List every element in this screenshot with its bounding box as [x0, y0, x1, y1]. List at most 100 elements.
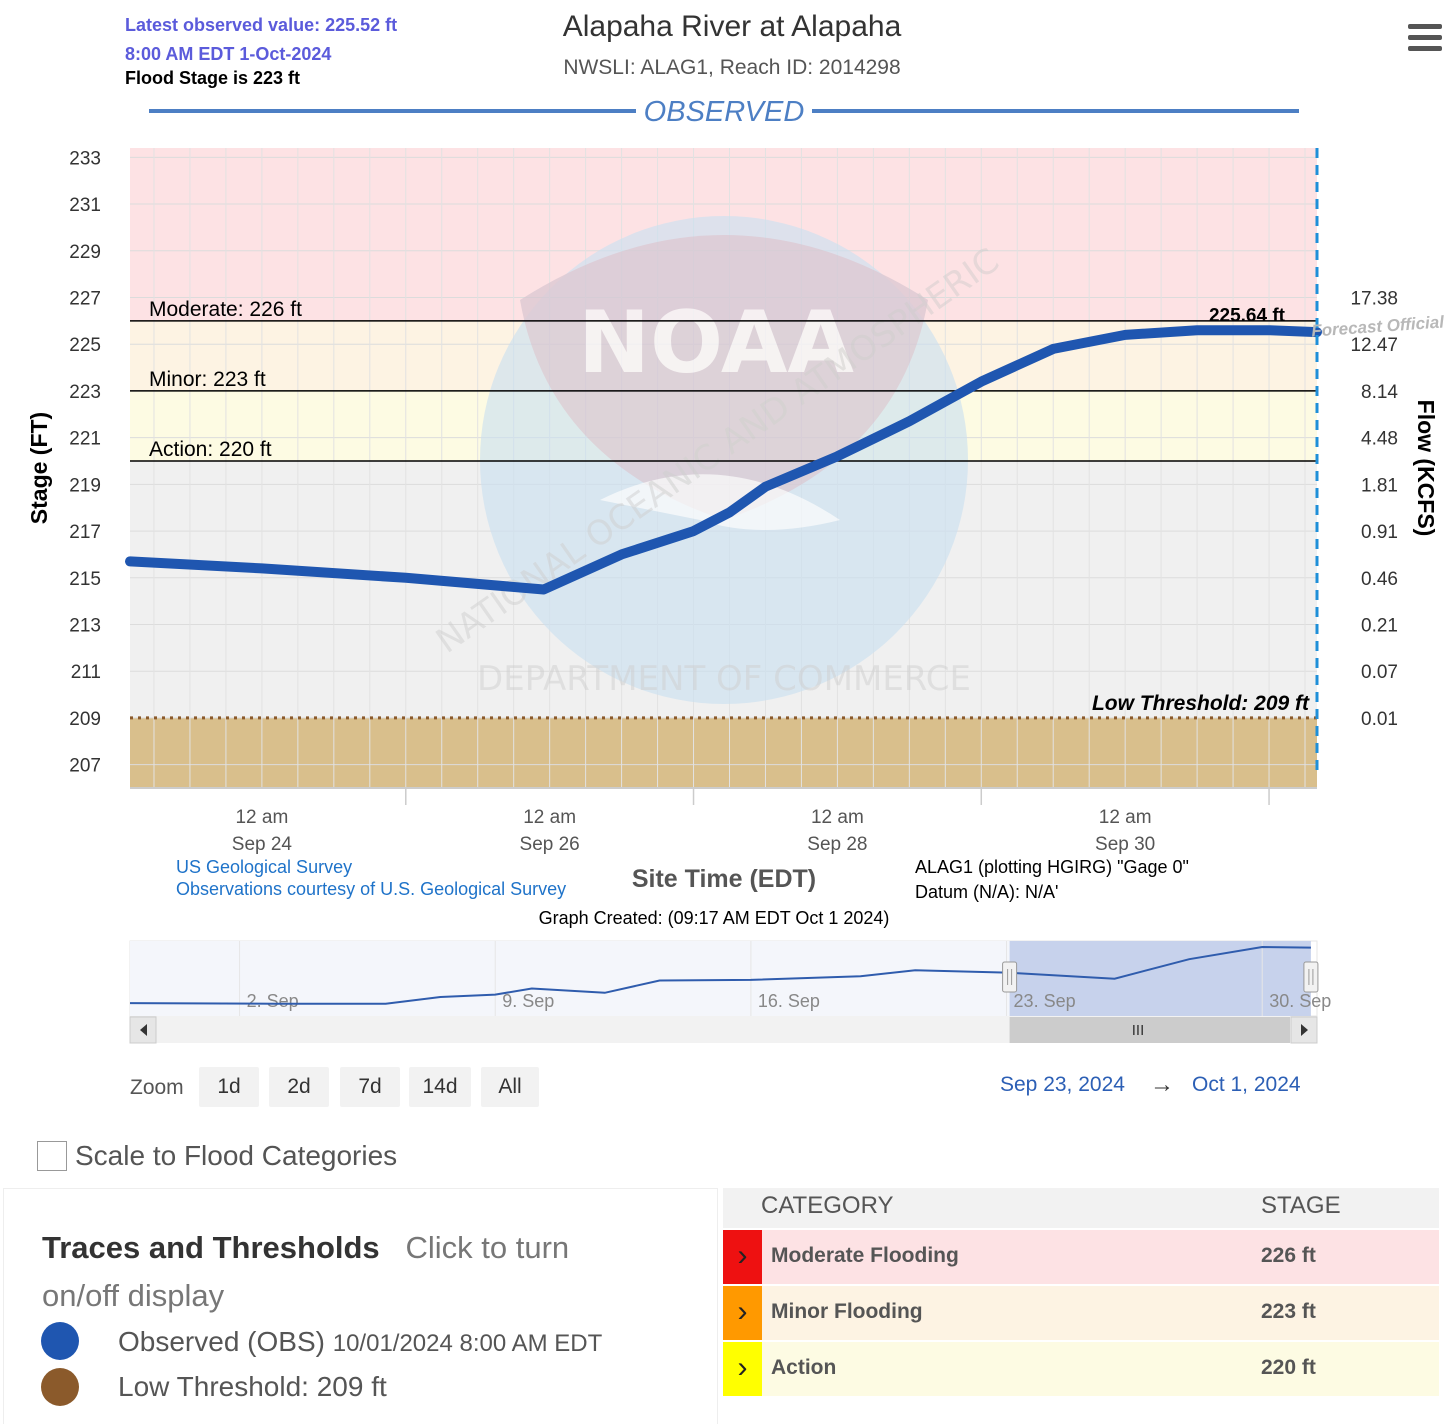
chevron-right-icon[interactable]: › — [723, 1286, 762, 1340]
y2-tick-label: 0.46 — [1361, 569, 1398, 590]
x-tick-date: Sep 24 — [232, 834, 293, 855]
y-tick-label: 231 — [69, 195, 101, 216]
category-name: Action — [771, 1356, 837, 1379]
y-tick-label: 213 — [69, 615, 101, 636]
navigator-label: 16. Sep — [758, 991, 820, 1011]
datum-line-2: Datum (N/A): N/A' — [915, 882, 1059, 902]
y-tick-label: 221 — [69, 429, 101, 450]
datum-note: ALAG1 (plotting HGIRG) "Gage 0" Datum (N… — [915, 855, 1189, 905]
y2-tick-label: 12.47 — [1350, 335, 1398, 356]
low-threshold-label: Low Threshold: 209 ft — [1092, 692, 1310, 715]
max-value-label: 225.64 ft — [1209, 305, 1286, 326]
scale-to-flood-categories-checkbox[interactable] — [37, 1141, 67, 1171]
range-arrow: → — [1150, 1071, 1174, 1098]
low-threshold-legend-dot-icon[interactable] — [41, 1368, 79, 1406]
legend-title: Traces and Thresholds — [42, 1230, 380, 1265]
legend-observed-label: Observed (OBS) — [118, 1326, 325, 1357]
category-row-moderate[interactable]: › Moderate Flooding 226 ft — [723, 1228, 1439, 1284]
scroll-right-arrow-icon — [1301, 1024, 1308, 1036]
navigator-selection[interactable] — [1009, 941, 1311, 1016]
y2-tick-label: 0.01 — [1361, 709, 1398, 730]
category-row-action[interactable]: › Action 220 ft — [723, 1340, 1439, 1396]
scrollbar-grip-icon: III — [1132, 1022, 1145, 1039]
category-name: Moderate Flooding — [771, 1244, 959, 1267]
chevron-right-icon[interactable]: › — [723, 1342, 762, 1396]
y2-tick-label: 1.81 — [1361, 475, 1398, 496]
threshold-lines: Low Threshold: 209 ft Moderate: 226 ft Min… — [130, 298, 1317, 720]
y-tick-label: 229 — [69, 242, 101, 263]
navigator-left-handle[interactable] — [1002, 961, 1018, 993]
zoom-all-button[interactable]: All — [481, 1067, 539, 1107]
zoom-1d-button[interactable]: 1d — [199, 1067, 259, 1107]
y-tick-label: 217 — [69, 522, 101, 543]
y2-tick-label: 8.14 — [1361, 382, 1398, 403]
graph-created-note: Graph Created: (09:17 AM EDT Oct 1 2024) — [538, 908, 890, 928]
x-tick-time: 12 am — [811, 807, 864, 828]
x-tick-date: Sep 26 — [520, 834, 580, 855]
legend-observed-detail: 10/01/2024 8:00 AM EDT — [332, 1330, 603, 1357]
observed-series[interactable]: 225.64 ft — [125, 305, 1322, 595]
observed-line[interactable] — [125, 325, 1322, 595]
category-stage: 223 ft — [1261, 1300, 1316, 1323]
svg-text:NOAA: NOAA — [578, 293, 854, 393]
traces-thresholds-panel — [3, 1188, 718, 1424]
category-name: Minor Flooding — [771, 1300, 923, 1323]
latest-observed-info: Latest observed value: 225.52 ft 8:00 AM… — [125, 11, 397, 69]
navigator-right-handle[interactable] — [1303, 961, 1319, 993]
y2-tick-label: 17.38 — [1350, 288, 1398, 309]
y-tick-label: 209 — [69, 709, 101, 730]
y-tick-label: 233 — [69, 148, 101, 169]
scroll-left-button[interactable] — [129, 1016, 157, 1044]
zoom-2d-button[interactable]: 2d — [269, 1067, 329, 1107]
category-row-minor[interactable]: › Minor Flooding 223 ft — [723, 1284, 1439, 1340]
x-tick-time: 12 am — [235, 807, 288, 828]
navigator-label: 2. Sep — [247, 991, 299, 1011]
axes: Forecast OfficialOBSERVED207209211213215… — [26, 96, 1446, 893]
y-tick-label: 223 — [69, 382, 101, 403]
x-tick-time: 12 am — [523, 807, 576, 828]
zoom-14d-button[interactable]: 14d — [409, 1067, 471, 1107]
range-from-date[interactable]: Sep 23, 2024 — [1000, 1073, 1125, 1096]
y2-tick-label: 0.07 — [1361, 662, 1398, 683]
chart-subtitle: NWSLI: ALAG1, Reach ID: 2014298 — [563, 56, 901, 79]
chevron-right-icon[interactable]: › — [723, 1230, 762, 1284]
hamburger-menu-icon[interactable] — [1408, 24, 1442, 52]
category-column-header: CATEGORY — [761, 1192, 894, 1219]
observed-legend-dot-icon[interactable] — [41, 1322, 79, 1360]
chart-title: Alapaha River at Alapaha — [562, 10, 902, 43]
credit-courtesy-link[interactable]: Observations courtesy of U.S. Geological… — [176, 879, 567, 899]
band-4 — [130, 717, 1317, 788]
latest-observed-time: 8:00 AM EDT 1-Oct-2024 — [125, 44, 332, 64]
y-tick-label: 215 — [69, 569, 101, 590]
x-tick-date: Sep 30 — [1095, 834, 1155, 855]
y2-tick-label: 0.91 — [1361, 522, 1398, 543]
svg-text:DEPARTMENT OF COMMERCE: DEPARTMENT OF COMMERCE — [477, 659, 971, 699]
navigator-label: 9. Sep — [502, 991, 554, 1011]
latest-observed-value: Latest observed value: 225.52 ft — [125, 15, 398, 35]
category-stage: 226 ft — [1261, 1244, 1316, 1267]
y-tick-label: 219 — [69, 475, 101, 496]
y-axis-title: Stage (FT) — [26, 412, 52, 524]
observed-banner-label: OBSERVED — [644, 96, 805, 128]
legend-item-observed[interactable]: Observed (OBS) 10/01/2024 8:00 AM EDT — [118, 1326, 602, 1358]
zoom-7d-button[interactable]: 7d — [340, 1067, 400, 1107]
legend-item-low-threshold[interactable]: Low Threshold: 209 ft — [118, 1371, 387, 1402]
y2-tick-label: 0.21 — [1361, 615, 1398, 636]
scroll-left-arrow-icon — [140, 1024, 147, 1036]
credit-agency-link[interactable]: US Geological Survey — [176, 857, 353, 877]
range-to-date[interactable]: Oct 1, 2024 — [1192, 1073, 1301, 1096]
threshold-label: Minor: 223 ft — [149, 368, 266, 391]
zoom-label: Zoom — [130, 1076, 184, 1099]
navigator-label: 30. Sep — [1269, 991, 1331, 1011]
threshold-label: Moderate: 226 ft — [149, 298, 302, 321]
range-navigator[interactable]: 2. Sep 9. Sep 16. Sep 23. Sep 30. Sep III — [129, 940, 1331, 1044]
stage-column-header: STAGE — [1261, 1192, 1341, 1219]
y2-tick-label: 4.48 — [1361, 429, 1398, 450]
y-tick-label: 211 — [71, 662, 101, 683]
navigator-scrollbar-thumb[interactable] — [1009, 1017, 1290, 1043]
y-tick-label: 207 — [69, 756, 101, 777]
scale-to-flood-categories-label[interactable]: Scale to Flood Categories — [75, 1140, 398, 1171]
datum-line-1: ALAG1 (plotting HGIRG) "Gage 0" — [915, 857, 1189, 877]
x-axis-title: Site Time (EDT) — [632, 865, 816, 893]
y2-axis-title: Flow (KCFS) — [1413, 400, 1439, 537]
